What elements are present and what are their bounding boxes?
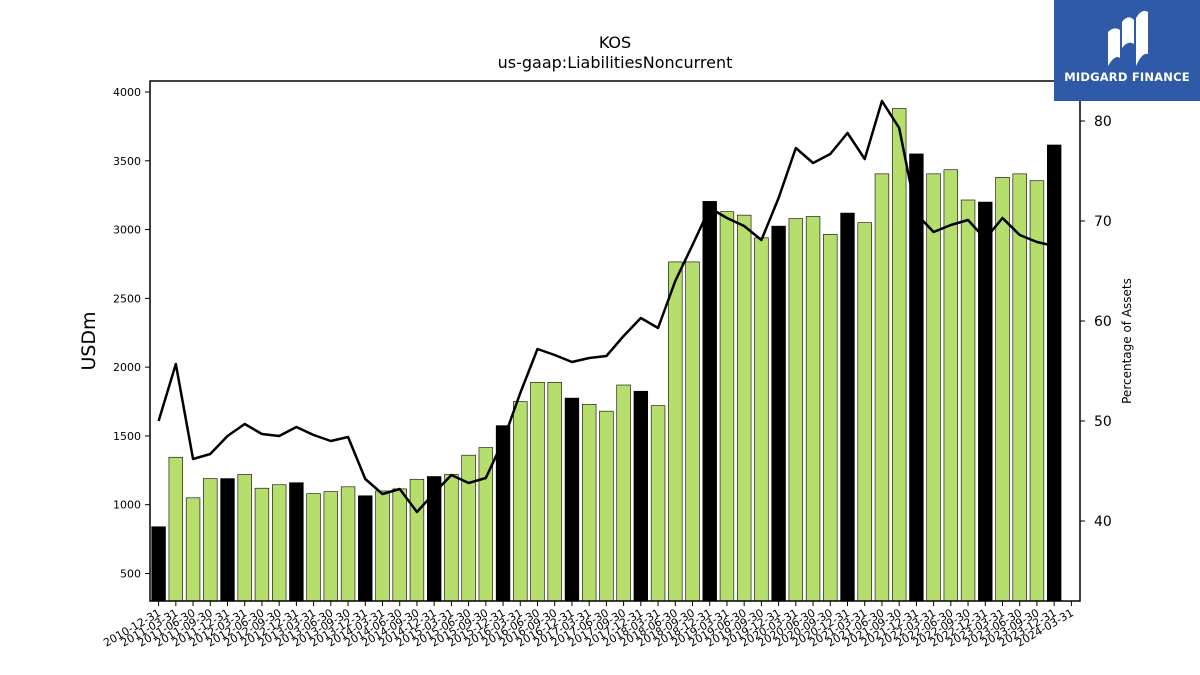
bar-2012-12-31 xyxy=(289,482,304,602)
bar-2011-09-30 xyxy=(203,478,218,602)
y-tick-label: 4000 xyxy=(113,86,141,99)
x-axis: 2010-12-312011-03-312011-06-302011-09-30… xyxy=(101,601,1076,650)
bar-2019-12-31 xyxy=(771,225,786,602)
bar-2012-06-30 xyxy=(254,487,270,602)
bar-2014-09-30 xyxy=(409,478,425,602)
y2-tick-label: 50 xyxy=(1094,414,1112,430)
midgard-logo-icon xyxy=(1108,10,1148,66)
bar-2017-12-31 xyxy=(633,390,649,602)
bar-2022-03-31 xyxy=(926,173,941,602)
bar-2017-06-30 xyxy=(599,410,614,602)
bar-2016-12-31 xyxy=(564,397,580,602)
bar-2019-06-30 xyxy=(736,214,752,602)
bar-2013-09-30 xyxy=(340,486,356,602)
y-tick-label: 3500 xyxy=(113,155,141,168)
y2-tick-label: 80 xyxy=(1094,114,1112,130)
bar-2018-03-31 xyxy=(650,405,666,602)
bar-2016-06-30 xyxy=(530,381,545,602)
bar-2014-03-31 xyxy=(375,490,390,602)
y2-axis-label: Percentage of Assets xyxy=(1120,278,1134,404)
bar-2022-09-30 xyxy=(960,199,976,602)
bar-2012-03-31 xyxy=(237,474,252,602)
y-tick-label: 2000 xyxy=(113,361,141,374)
bar-2015-09-30 xyxy=(478,447,494,602)
bar-2021-09-30 xyxy=(891,108,907,602)
bar-2022-06-30 xyxy=(943,169,959,602)
bar-2021-06-30 xyxy=(874,173,890,602)
brand-logo: MIDGARD FINANCE xyxy=(1054,0,1200,101)
bar-2017-03-31 xyxy=(581,403,597,602)
y2-tick-label: 70 xyxy=(1094,214,1112,230)
bar-2014-12-31 xyxy=(426,476,442,602)
bar-2010-12-31 xyxy=(151,526,166,602)
bar-2016-03-31 xyxy=(513,401,528,602)
y-tick-label: 3000 xyxy=(113,224,141,237)
right-axis: 40 50 60 70 80 xyxy=(1080,114,1112,530)
bar-2021-12-31 xyxy=(909,153,924,602)
bar-2019-09-30 xyxy=(754,237,769,602)
bar-2018-12-31 xyxy=(702,201,717,602)
bar-2018-06-30 xyxy=(668,261,683,602)
brand-name: MIDGARD FINANCE xyxy=(1064,70,1190,84)
y2-tick-label: 60 xyxy=(1094,314,1112,330)
bar-2022-12-31 xyxy=(978,201,993,602)
bar-2021-03-31 xyxy=(857,222,872,602)
left-axis: 500 1000 1500 2000 2500 3000 3500 4000 xyxy=(113,86,150,580)
chart-title: KOS xyxy=(599,33,631,52)
bar-2017-09-30 xyxy=(616,384,631,602)
y-tick-label: 500 xyxy=(120,567,141,580)
bar-2013-06-30 xyxy=(323,491,339,602)
y-axis-label: USDm xyxy=(78,311,100,370)
bar-2023-12-31 xyxy=(1046,144,1062,602)
bar-2018-09-30 xyxy=(685,261,700,602)
bar-2020-03-31 xyxy=(788,218,804,602)
bar-2011-06-30 xyxy=(185,497,201,602)
bar-2013-03-31 xyxy=(306,493,321,602)
chart-subtitle: us-gaap:LiabilitiesNoncurrent xyxy=(498,53,733,72)
bar-2020-12-31 xyxy=(840,212,855,602)
bar-2016-09-30 xyxy=(547,381,562,602)
bar-2011-03-31 xyxy=(168,456,184,602)
y-tick-label: 2500 xyxy=(113,292,141,305)
percentage-line xyxy=(157,99,1055,514)
y-tick-label: 1500 xyxy=(113,430,141,443)
y2-tick-label: 40 xyxy=(1094,514,1112,530)
y-tick-label: 1000 xyxy=(113,499,141,512)
bar-2011-12-31 xyxy=(220,478,235,602)
bar-2023-03-31 xyxy=(995,177,1010,602)
bar-2015-06-30 xyxy=(461,454,476,602)
bar-2020-06-30 xyxy=(805,216,821,602)
bar-2012-09-30 xyxy=(271,484,287,602)
bar-2013-12-31 xyxy=(358,495,373,602)
bar-2014-06-30 xyxy=(392,488,407,602)
bar-2020-09-30 xyxy=(823,234,838,602)
bar-2019-03-31 xyxy=(719,211,735,602)
plot-frame xyxy=(149,80,1081,602)
bar-2015-03-31 xyxy=(444,474,459,602)
